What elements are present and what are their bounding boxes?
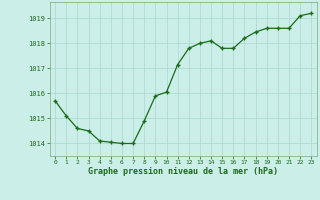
X-axis label: Graphe pression niveau de la mer (hPa): Graphe pression niveau de la mer (hPa)	[88, 167, 278, 176]
